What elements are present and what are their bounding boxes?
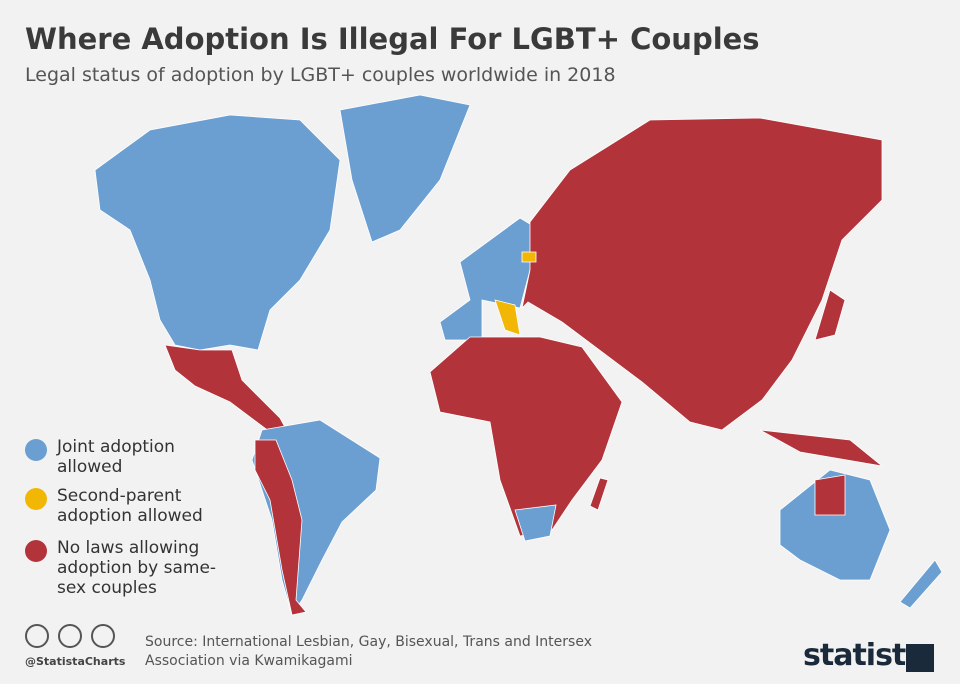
asia [521,117,883,431]
italy [494,299,521,336]
southeast-asia-islands [759,429,884,467]
title: Where Adoption Is Illegal For LGBT+ Coup… [25,22,760,56]
australia-region [814,474,846,516]
africa [429,336,623,537]
subtitle: Legal status of adoption by LGBT+ couple… [25,64,616,86]
greenland [339,94,471,243]
south-africa [514,504,557,542]
handle: @StatistaCharts [25,655,126,668]
legend-label: Second-parent adoption allowed [57,486,203,526]
australia [779,469,891,581]
legend-label: No laws allowing adoption by same-sex co… [57,538,217,598]
brand: statista [803,638,926,673]
legend-swatch [25,540,47,562]
south-america-west [254,439,307,616]
north-america [94,114,341,351]
legend-item: Joint adoption allowed [25,437,232,477]
latvia [521,251,537,263]
legend-item: Second-parent adoption allowed [25,486,232,526]
source: Source: International Lesbian, Gay, Bise… [145,634,592,669]
legend-label: Joint adoption allowed [57,437,175,477]
madagascar [589,477,609,511]
legend-swatch [25,488,47,510]
central-america [164,344,293,441]
brand-logo [906,644,934,672]
legend-item: No laws allowing adoption by same-sex co… [25,538,232,598]
new-zealand [899,559,943,609]
western-europe [439,217,541,341]
nd-icon [91,624,115,648]
by-icon [58,624,82,648]
legend-swatch [25,439,47,461]
cc-icon [25,624,49,648]
japan [814,289,846,341]
